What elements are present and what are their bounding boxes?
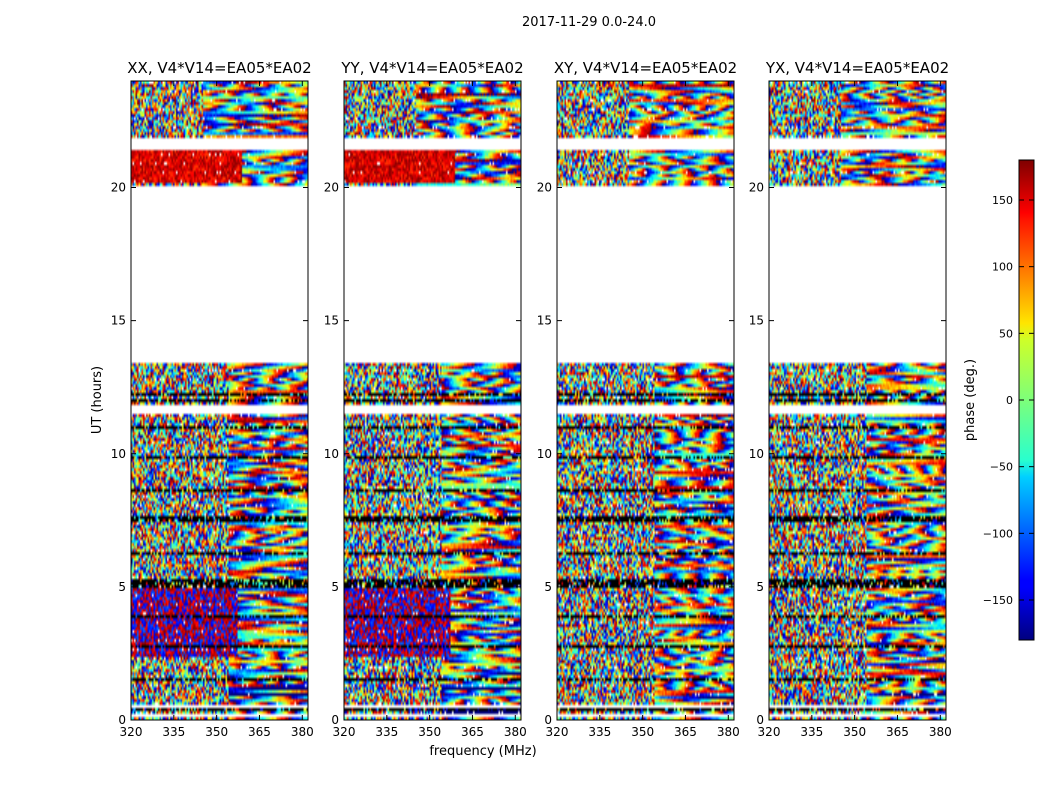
x-tick-label: 365 bbox=[886, 725, 909, 739]
x-tick-label: 365 bbox=[461, 725, 484, 739]
y-tick-label: 20 bbox=[324, 181, 339, 195]
panel-frame bbox=[768, 80, 947, 721]
panel-title: YY, V4*V14=EA05*EA02 bbox=[340, 59, 523, 77]
x-tick-label: 320 bbox=[333, 725, 356, 739]
y-tick-label: 0 bbox=[331, 713, 339, 727]
colorbar-ticks: 150 100 50 0 −50 −100 −150 bbox=[983, 194, 1034, 607]
x-tick-label: 365 bbox=[674, 725, 697, 739]
x-tick-label: 350 bbox=[843, 725, 866, 739]
panel-frame bbox=[556, 80, 735, 721]
colorbar-tick-label: 100 bbox=[992, 261, 1013, 274]
x-tick-label: 335 bbox=[375, 725, 398, 739]
x-tick-label: 350 bbox=[418, 725, 441, 739]
panel-2: XY, V4*V14=EA05*EA02 320 335 350 365 380 0 5 10 1… bbox=[537, 59, 740, 739]
y-tick-label: 20 bbox=[111, 181, 126, 195]
x-tick-label: 380 bbox=[504, 725, 527, 739]
x-tick-label: 380 bbox=[291, 725, 314, 739]
colorbar-tick-label: 50 bbox=[999, 327, 1013, 340]
panel-frame bbox=[343, 80, 522, 721]
colorbar-tick-label: −100 bbox=[983, 527, 1013, 540]
x-axis-label: frequency (MHz) bbox=[429, 744, 536, 759]
colorbar: 150 100 50 0 −50 −100 −150 phase (deg.) bbox=[963, 159, 1035, 641]
colorbar-tick-label: 150 bbox=[992, 194, 1013, 207]
y-tick-label: 0 bbox=[756, 713, 764, 727]
panel-title: XY, V4*V14=EA05*EA02 bbox=[554, 59, 737, 77]
y-tick-label: 0 bbox=[118, 713, 126, 727]
y-tick-label: 20 bbox=[537, 181, 552, 195]
y-tick-label: 5 bbox=[756, 580, 764, 594]
panel-0: XX, V4*V14=EA05*EA02 320 335 350 365 380 0 5 10 1… bbox=[111, 59, 314, 739]
panel-title: YX, V4*V14=EA05*EA02 bbox=[765, 59, 949, 77]
x-tick-label: 380 bbox=[929, 725, 952, 739]
x-tick-label: 320 bbox=[546, 725, 569, 739]
colorbar-tick-label: 0 bbox=[1006, 394, 1013, 407]
y-tick-label: 15 bbox=[537, 314, 552, 328]
x-tick-label: 335 bbox=[162, 725, 185, 739]
x-tick-label: 320 bbox=[758, 725, 781, 739]
panel-heatmap bbox=[769, 81, 946, 720]
panels-group: XX, V4*V14=EA05*EA02 320 335 350 365 380 0 5 10 1… bbox=[111, 59, 952, 739]
y-tick-label: 15 bbox=[749, 314, 764, 328]
figure-suptitle: 2017-11-29 0.0-24.0 bbox=[522, 15, 656, 30]
x-tick-label: 380 bbox=[717, 725, 740, 739]
x-tick-label: 350 bbox=[205, 725, 228, 739]
panel-heatmap bbox=[131, 81, 308, 720]
panel-frame bbox=[130, 80, 309, 721]
x-tick-label: 335 bbox=[588, 725, 611, 739]
panel-heatmap bbox=[557, 81, 734, 720]
panel-title: XX, V4*V14=EA05*EA02 bbox=[127, 59, 311, 77]
panel-1: YY, V4*V14=EA05*EA02 320 335 350 365 380 0 5 10 1… bbox=[324, 59, 527, 739]
y-tick-label: 10 bbox=[749, 447, 764, 461]
y-tick-label: 10 bbox=[324, 447, 339, 461]
x-tick-label: 350 bbox=[631, 725, 654, 739]
y-tick-label: 10 bbox=[111, 447, 126, 461]
colorbar-label: phase (deg.) bbox=[963, 359, 978, 441]
y-tick-label: 5 bbox=[331, 580, 339, 594]
y-tick-label: 10 bbox=[537, 447, 552, 461]
colorbar-tick-label: −150 bbox=[983, 594, 1013, 607]
y-tick-label: 20 bbox=[749, 181, 764, 195]
y-tick-label: 5 bbox=[118, 580, 126, 594]
y-axis-label: UT (hours) bbox=[90, 366, 105, 434]
colorbar-tick-label: −50 bbox=[990, 461, 1013, 474]
x-tick-label: 320 bbox=[120, 725, 143, 739]
y-tick-label: 15 bbox=[111, 314, 126, 328]
x-tick-label: 365 bbox=[248, 725, 271, 739]
panel-heatmap bbox=[344, 81, 521, 720]
y-tick-label: 0 bbox=[544, 713, 552, 727]
panel-3: YX, V4*V14=EA05*EA02 320 335 350 365 380 0 5 10 1… bbox=[749, 59, 952, 739]
y-tick-label: 5 bbox=[544, 580, 552, 594]
y-tick-label: 15 bbox=[324, 314, 339, 328]
x-tick-label: 335 bbox=[800, 725, 823, 739]
